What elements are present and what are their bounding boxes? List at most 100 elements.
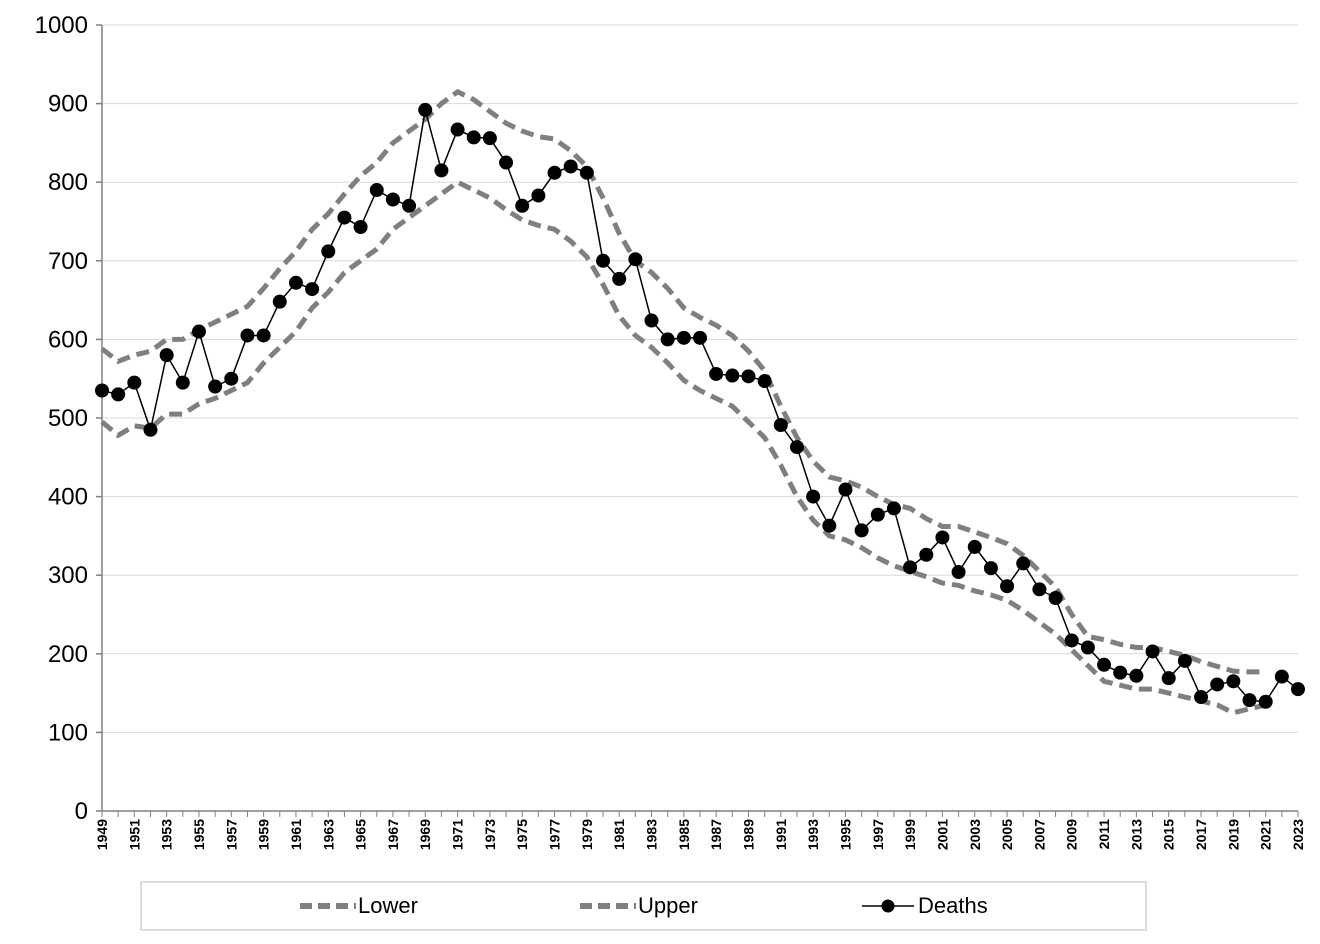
data-point-deaths [208, 379, 223, 394]
data-point-deaths [935, 530, 950, 545]
x-tick-label: 1995 [837, 819, 853, 850]
data-point-deaths [886, 501, 901, 516]
x-tick-labels: 1949 1951 1953 1955 1957 1959 1961 1963 1965 1967… [94, 819, 1306, 850]
y-tick-label: 400 [48, 484, 88, 511]
data-point-deaths [337, 210, 352, 225]
data-point-deaths [1080, 640, 1095, 655]
legend: Lower Upper Deaths [140, 881, 1147, 931]
data-point-deaths [175, 375, 190, 390]
legend-label-upper: Upper [638, 893, 698, 918]
x-tick-label: 2019 [1225, 819, 1241, 850]
data-point-deaths [951, 565, 966, 580]
x-tick-label: 1949 [94, 819, 110, 850]
data-point-deaths [644, 313, 659, 328]
x-tick-label: 2017 [1193, 819, 1209, 850]
data-point-deaths [967, 539, 982, 554]
x-tick-label: 1951 [126, 819, 142, 850]
data-point-deaths [1113, 665, 1128, 680]
data-point-deaths [547, 165, 562, 180]
data-point-deaths [1194, 690, 1209, 705]
data-point-deaths [321, 244, 336, 259]
legend-item-upper: Upper [580, 893, 698, 918]
x-tick-label: 1999 [902, 819, 918, 850]
data-point-deaths [434, 163, 449, 178]
x-tick-label: 2001 [934, 819, 950, 850]
x-tick-label: 2009 [1064, 819, 1080, 850]
x-tick-label: 2015 [1161, 819, 1177, 850]
y-tick-labels: 0 100 200 300 400 500 600 700 800 900 1000 [35, 12, 88, 825]
x-tick-label: 2013 [1128, 819, 1144, 850]
axes [101, 25, 1298, 812]
data-point-deaths [515, 198, 530, 213]
legend-item-lower: Lower [300, 893, 418, 918]
series-line-deaths [101, 109, 1299, 703]
data-point-deaths [1274, 669, 1289, 684]
data-point-deaths [1291, 682, 1305, 697]
x-tick-label: 2021 [1258, 819, 1274, 850]
data-point-deaths [563, 159, 578, 174]
data-point-deaths [1242, 693, 1257, 708]
data-point-deaths [773, 418, 788, 433]
legend-label-deaths: Deaths [918, 893, 988, 918]
data-point-deaths [579, 165, 594, 180]
y-tick-label: 900 [48, 91, 88, 118]
data-point-deaths [822, 518, 837, 533]
gridlines [96, 24, 1299, 817]
data-point-deaths [159, 348, 174, 363]
data-point-deaths [838, 482, 853, 497]
x-tick-label: 1967 [385, 819, 401, 850]
data-point-deaths [240, 328, 255, 343]
data-point-deaths [1145, 644, 1160, 659]
data-point-deaths [1177, 653, 1192, 668]
data-point-deaths [466, 130, 481, 145]
series-line-lower [100, 179, 1267, 716]
x-tick-label: 2007 [1031, 819, 1047, 850]
x-tick-label: 1965 [353, 819, 369, 850]
data-point-deaths [305, 282, 320, 297]
data-point-deaths [660, 332, 675, 347]
data-point-deaths [1032, 582, 1047, 597]
data-point-deaths [499, 155, 514, 170]
data-point-deaths [1210, 677, 1225, 692]
x-tick-label: 1955 [191, 819, 207, 850]
y-tick-label: 200 [48, 641, 88, 668]
x-tick-label: 1971 [450, 819, 466, 850]
x-tick-label: 1977 [547, 819, 563, 850]
x-tick-label: 1973 [482, 819, 498, 850]
data-point-deaths [596, 253, 611, 268]
x-tick-label: 2023 [1290, 819, 1306, 850]
x-tick-label: 1983 [644, 819, 660, 850]
x-tick-label: 1985 [676, 819, 692, 850]
data-point-deaths [143, 422, 158, 437]
data-point-deaths [709, 366, 724, 381]
data-point-deaths [402, 198, 417, 213]
data-point-deaths [612, 271, 627, 286]
data-point-deaths [95, 383, 109, 398]
x-tick-label: 1961 [288, 819, 304, 850]
data-point-deaths [789, 440, 804, 455]
x-tick-label: 1963 [320, 819, 336, 850]
data-point-deaths [983, 561, 998, 576]
data-point-deaths [854, 523, 869, 538]
data-point-deaths [385, 192, 400, 207]
y-tick-label: 100 [48, 719, 88, 746]
series-line-upper [100, 88, 1266, 675]
x-tick-label: 1957 [223, 819, 239, 850]
y-tick-label: 800 [48, 169, 88, 196]
y-tick-label: 1000 [35, 12, 88, 39]
x-tick-label: 1959 [256, 819, 272, 850]
x-tick-label: 2005 [999, 819, 1015, 850]
data-point-deaths [288, 275, 303, 290]
data-point-deaths [919, 547, 934, 562]
data-point-deaths [1016, 556, 1031, 571]
data-point-deaths [725, 368, 740, 383]
data-point-deaths [741, 369, 756, 384]
y-tick-label: 300 [48, 562, 88, 589]
x-tick-label: 1981 [611, 819, 627, 850]
data-point-deaths [256, 328, 271, 343]
legend-item-deaths: Deaths [862, 893, 988, 918]
legend-label-lower: Lower [358, 893, 418, 918]
series [95, 88, 1305, 716]
data-point-deaths [1129, 668, 1144, 683]
y-tick-label: 600 [48, 326, 88, 353]
